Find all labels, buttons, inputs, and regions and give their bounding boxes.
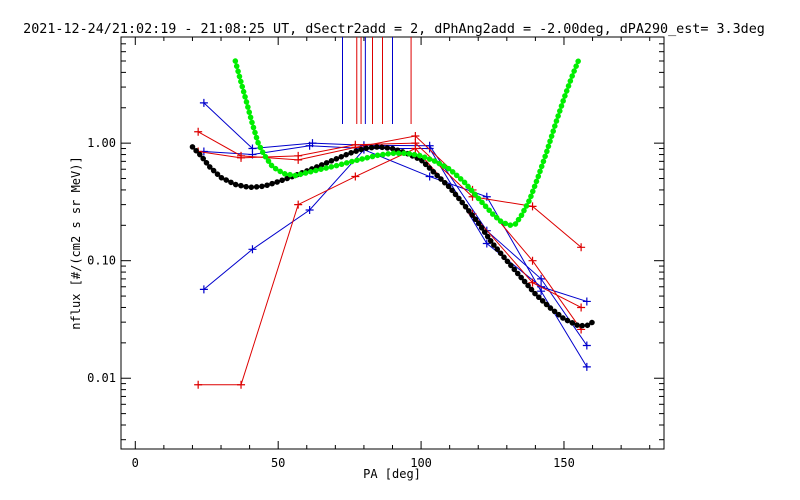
x-tick-label: 100 [410, 456, 432, 470]
data-point-blue [482, 239, 491, 248]
curve-black [189, 144, 596, 329]
axes: 0 50 100 150 0.01 0.10 1.00 [87, 36, 664, 470]
data-point-red [528, 278, 537, 287]
data-point-red [577, 243, 586, 252]
data-point-blue [305, 141, 314, 150]
data-point-red [294, 151, 303, 160]
chart-title: 2021-12-24/21:02:19 - 21:08:25 UT, dSect… [23, 22, 765, 37]
curve-green [232, 58, 582, 229]
data-point-blue [582, 362, 591, 371]
y-tick-label: 0.10 [87, 254, 116, 268]
data-point-red [528, 202, 537, 211]
data-point-blue [199, 285, 208, 294]
series-line-blue [203, 102, 588, 346]
fit-curves [189, 58, 596, 329]
data-point-red [528, 256, 537, 265]
data-point-blue [425, 172, 434, 181]
series-line-red [198, 142, 582, 248]
y-tick-label: 0.01 [87, 371, 116, 385]
data-point-red [411, 144, 420, 153]
x-axis-label: PA [deg] [363, 467, 421, 481]
data-point-red [351, 140, 360, 149]
series-line-red [197, 131, 582, 330]
y-axis-label: nflux [#/(cm2 s sr MeV)] [69, 156, 83, 329]
data-point-red [237, 380, 246, 389]
x-tick-label: 50 [271, 456, 285, 470]
data-point-red [577, 303, 586, 312]
data-point-red [411, 132, 420, 141]
data-point-blue [582, 341, 591, 350]
series-line-red [198, 147, 582, 386]
data-point-blue [248, 245, 257, 254]
series-line-blue [203, 149, 588, 368]
data-point-red [194, 127, 203, 136]
data-point-blue [199, 98, 208, 107]
data-series [194, 98, 591, 389]
data-point-red [237, 153, 246, 162]
data-point-blue [305, 205, 314, 214]
data-point-blue [425, 144, 434, 153]
data-point-red [294, 200, 303, 209]
data-point-red [351, 172, 360, 181]
x-tick-label: 0 [132, 456, 139, 470]
series-line-blue [203, 145, 587, 302]
data-point-blue [582, 297, 591, 306]
x-tick-label: 150 [553, 456, 575, 470]
data-point-blue [537, 274, 546, 283]
data-point-red [194, 380, 203, 389]
y-tick-label: 1.00 [87, 136, 116, 150]
vertical-markers [341, 37, 412, 124]
data-point-blue [537, 287, 546, 296]
